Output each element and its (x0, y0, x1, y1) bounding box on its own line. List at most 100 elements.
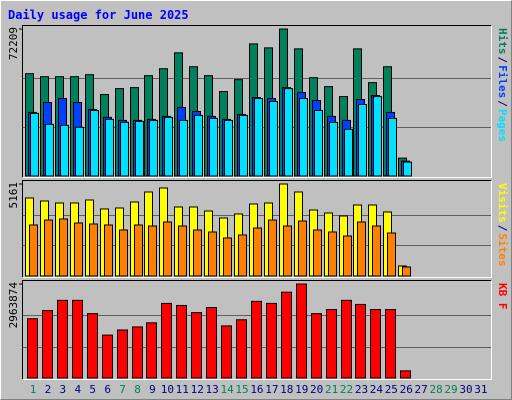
x-tick-label: 13 (206, 383, 219, 396)
bar (299, 98, 308, 177)
bar (72, 299, 83, 379)
x-tick-label: 16 (250, 383, 263, 396)
bar (194, 114, 203, 177)
bar (298, 220, 307, 277)
x-tick-label: 30 (459, 383, 472, 396)
x-tick-label: 22 (340, 383, 353, 396)
bar (326, 309, 337, 379)
bar (224, 119, 233, 177)
bar (117, 329, 128, 379)
bar (400, 370, 411, 379)
bar (59, 218, 68, 277)
bar (388, 117, 397, 177)
plot-border-dark (22, 180, 492, 278)
bar (268, 219, 277, 277)
bar (208, 231, 217, 277)
legend-label: Sites (496, 233, 509, 266)
bar (178, 225, 187, 277)
bar (148, 225, 157, 277)
x-tick-label: 14 (220, 383, 234, 396)
bar (251, 300, 262, 379)
bar (402, 266, 411, 277)
plot-border-dark (22, 280, 492, 380)
x-tick-label: 28 (429, 383, 442, 396)
bar (44, 219, 53, 277)
bar (343, 235, 352, 277)
bar (104, 224, 113, 277)
legend-label: Hits (496, 28, 509, 55)
bar (89, 223, 98, 277)
plot-border-light (22, 180, 492, 278)
bar (45, 123, 54, 177)
bar (236, 319, 247, 379)
bar (90, 109, 99, 177)
bar (403, 161, 412, 177)
x-tick-label: 11 (176, 383, 189, 396)
x-tick-label: 10 (161, 383, 174, 396)
bar (311, 313, 322, 379)
x-tick-label: 27 (415, 383, 428, 396)
legend-separator: / (496, 225, 509, 232)
x-tick-label: 19 (295, 383, 308, 396)
x-tick-label: 15 (235, 383, 248, 396)
legend-label: KB F (496, 283, 509, 310)
bar (120, 121, 129, 177)
bar (179, 119, 188, 177)
bar (135, 120, 144, 177)
legend-separator: / (496, 100, 509, 107)
bar (253, 227, 262, 277)
x-tick-label: 7 (119, 383, 126, 396)
x-tick-label: 8 (134, 383, 141, 396)
bar (74, 222, 83, 277)
bar (355, 303, 366, 379)
bar (132, 326, 143, 379)
bar (284, 88, 293, 177)
bar (149, 119, 158, 177)
bar (358, 103, 367, 177)
x-tick-label: 20 (310, 383, 323, 396)
bar (221, 325, 232, 379)
bar (296, 283, 307, 379)
x-tick-label: 4 (74, 383, 81, 396)
bar (283, 225, 292, 277)
bar (239, 114, 248, 177)
bar (105, 118, 114, 177)
x-tick-label: 2 (45, 383, 52, 396)
x-tick-label: 24 (370, 383, 384, 396)
x-tick-label: 5 (89, 383, 96, 396)
x-tick-label: 9 (149, 383, 156, 396)
bar (370, 309, 381, 379)
bar (57, 299, 68, 379)
bar (314, 109, 323, 177)
x-tick-label: 26 (400, 383, 413, 396)
bar (269, 101, 278, 177)
plot-border-light (22, 25, 492, 178)
x-tick-label: 17 (265, 383, 278, 396)
bar (387, 232, 396, 277)
bar (102, 334, 113, 379)
bar (223, 237, 232, 277)
bar (328, 231, 337, 277)
bar (30, 112, 39, 177)
bar (146, 322, 157, 379)
plot-border-dark (22, 25, 492, 178)
y-max-label: 72209 (7, 27, 20, 60)
bar (87, 313, 98, 379)
bar (119, 229, 128, 277)
bar (75, 126, 84, 177)
bar (163, 221, 172, 277)
bar (206, 307, 217, 379)
bar (254, 98, 263, 177)
y-max-label: 5161 (7, 182, 20, 209)
bar (238, 234, 247, 277)
chart-title: Daily usage for June 2025 (8, 8, 189, 22)
x-tick-label: 29 (444, 383, 457, 396)
bar (266, 302, 277, 379)
bar (29, 224, 38, 277)
x-tick-label: 21 (325, 383, 338, 396)
plot-border-light (22, 280, 492, 380)
bar (357, 221, 366, 277)
x-tick-label: 3 (60, 383, 67, 396)
